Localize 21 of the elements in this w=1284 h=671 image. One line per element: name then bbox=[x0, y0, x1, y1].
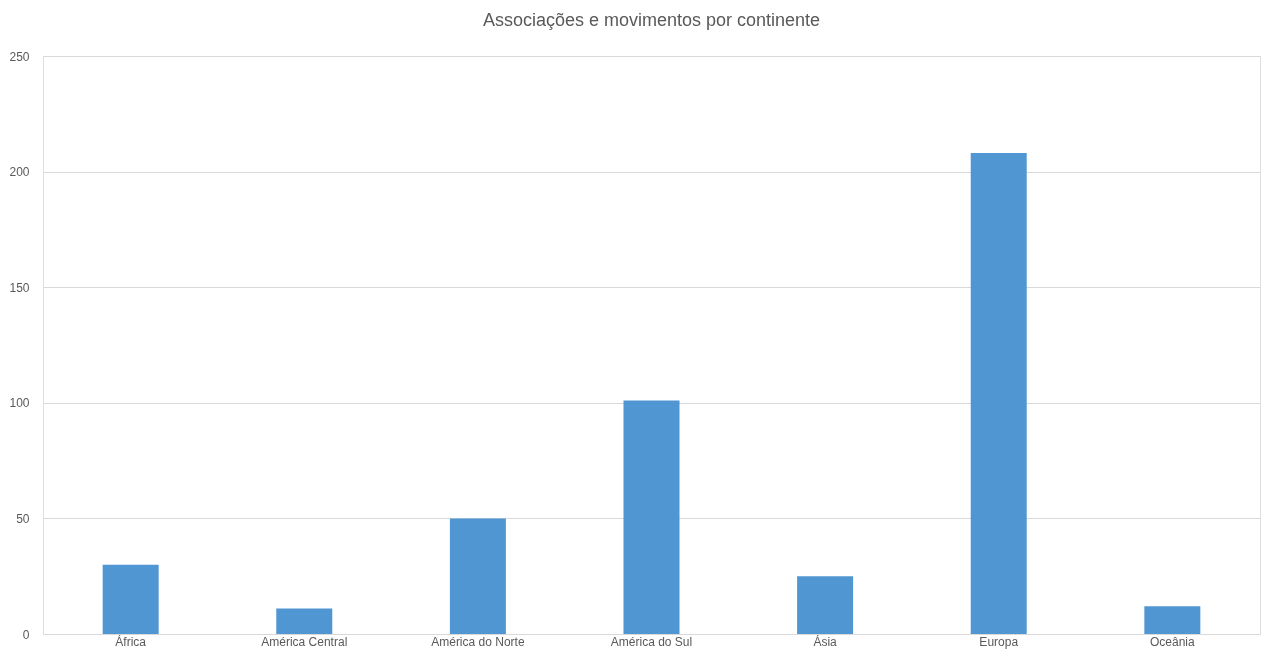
y-tick-label: 150 bbox=[9, 280, 30, 295]
x-tick-label: África bbox=[115, 633, 147, 649]
y-tick-label: 50 bbox=[16, 511, 30, 526]
bar bbox=[276, 608, 333, 634]
bar bbox=[449, 518, 506, 634]
bar bbox=[1144, 606, 1201, 634]
x-tick-label: Ásia bbox=[813, 633, 838, 649]
y-tick-label: 100 bbox=[9, 396, 30, 411]
y-tick-label: 0 bbox=[22, 627, 30, 642]
bar bbox=[623, 400, 680, 634]
x-tick-label: Oceânia bbox=[1149, 634, 1195, 649]
x-tick-label: América Central bbox=[261, 634, 348, 649]
bar bbox=[797, 576, 854, 634]
y-tick-label: 250 bbox=[9, 49, 30, 64]
chart-title: Associações e movimentos por continente bbox=[482, 10, 821, 30]
bar bbox=[102, 564, 159, 634]
y-tick-label: 200 bbox=[9, 165, 30, 180]
x-tick-label: América do Sul bbox=[610, 634, 693, 649]
bar bbox=[970, 153, 1027, 634]
x-tick-label: Europa bbox=[979, 634, 1019, 649]
x-tick-label: América do Norte bbox=[431, 634, 525, 649]
